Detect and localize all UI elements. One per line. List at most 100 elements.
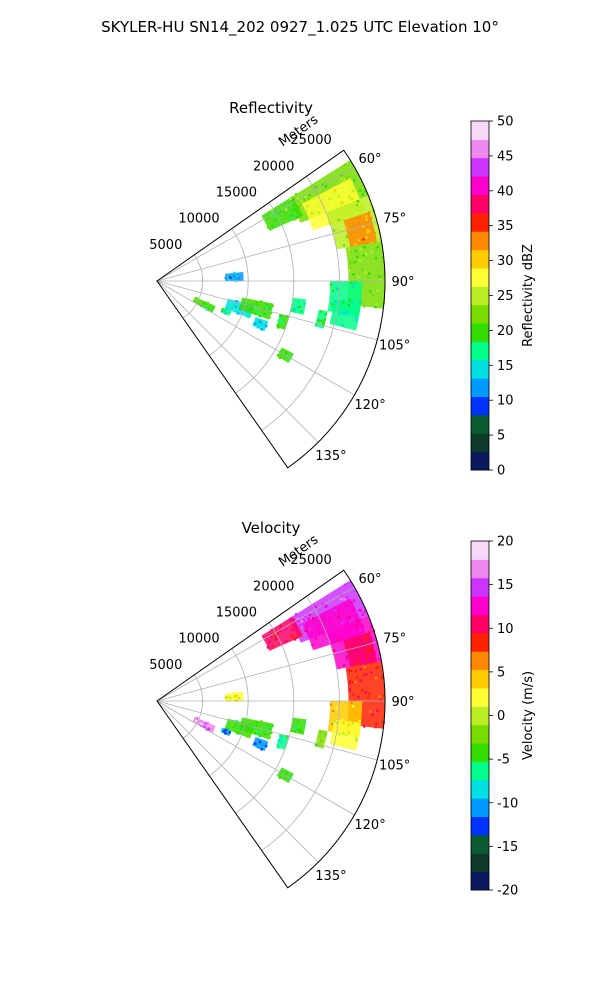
echo-speckle (239, 724, 242, 728)
echo-speckle (351, 705, 355, 708)
azimuth-spoke (156, 280, 355, 396)
echo-speckle (233, 694, 236, 698)
echo-speckle (274, 214, 277, 218)
echo-speckle (349, 621, 352, 624)
echo-speckle (278, 629, 282, 633)
echo-speckle (296, 197, 300, 201)
echo-speckle (337, 218, 340, 222)
echo-speckle (354, 249, 357, 253)
echo-speckle (265, 216, 269, 220)
echo-speckle (357, 659, 361, 662)
echo-speckle (312, 616, 315, 620)
radial-tick-label: 5000 (149, 658, 182, 673)
echo-speckle (290, 214, 294, 217)
echo-speckle (276, 632, 280, 635)
echo-speckle (295, 216, 299, 219)
echo-speckle (351, 189, 355, 193)
azimuth-tick-label: 75° (383, 211, 406, 226)
echo-speckle (265, 307, 269, 310)
echo-speckle (294, 192, 298, 196)
echo-speckle (263, 312, 266, 315)
echo-speckle (362, 674, 365, 677)
echo-speckle (339, 177, 343, 181)
echo-speckle (256, 310, 260, 314)
echo-speckle (366, 696, 370, 700)
echo-speckle (322, 741, 325, 745)
echo-speckle (343, 163, 347, 166)
colorbar-segment (471, 212, 489, 232)
echo-speckle (246, 735, 250, 738)
colorbar-segment (471, 157, 489, 177)
echo-speckle (226, 307, 230, 310)
echo-speckle (356, 255, 359, 259)
echo-speckle (319, 319, 322, 322)
echo-speckle (302, 618, 305, 622)
echo-speckle (331, 306, 334, 309)
echo-speckle (361, 225, 365, 228)
echo-speckle (319, 739, 322, 742)
colorbar-segment (471, 304, 489, 324)
colorbar-segment (471, 614, 489, 634)
colorbar-segment (471, 286, 489, 306)
echo-speckle (363, 665, 366, 669)
echo-speckle (263, 732, 266, 735)
echo-speckle (293, 730, 296, 733)
echo-speckle (235, 274, 238, 278)
echo-speckle (361, 624, 364, 627)
echo-speckle (285, 208, 288, 211)
echo-speckle (296, 199, 299, 203)
echo-speckle (289, 197, 292, 201)
echo-speckle (264, 324, 268, 328)
echo-speckle (293, 638, 297, 641)
echo-speckle (224, 308, 228, 312)
echo-cell (261, 196, 303, 231)
echo-speckle (351, 681, 354, 684)
colorbar-segment (471, 231, 489, 251)
echo-speckle (314, 185, 318, 189)
echo-speckle (317, 631, 321, 634)
echo-speckle (229, 696, 232, 699)
echo-speckle (339, 597, 343, 601)
colorbar-label: Velocity (m/s) (521, 671, 536, 760)
echo-speckle (285, 628, 288, 631)
echo-speckle (376, 289, 379, 292)
radial-tick-label: 5000 (149, 238, 182, 253)
colorbar-segment (471, 596, 489, 615)
echo-speckle (268, 640, 271, 644)
echo-speckle (226, 276, 229, 279)
echo-speckle (358, 608, 361, 612)
echo-speckle (331, 302, 334, 306)
echo-speckle (344, 617, 348, 621)
echo-speckle (341, 721, 345, 724)
echo-speckle (369, 290, 372, 293)
echo-speckle (233, 725, 236, 728)
sector-frame (156, 149, 386, 469)
echo-speckle (199, 304, 203, 308)
echo-speckle (307, 197, 310, 201)
echo-speckle (358, 719, 361, 723)
colorbar-tick-label: 15 (497, 359, 514, 374)
echo-speckle (369, 636, 373, 640)
colorbar-segment (471, 724, 489, 744)
echo-speckle (375, 247, 378, 250)
echo-speckle (311, 224, 314, 227)
echo-speckle (369, 625, 373, 628)
echo-speckle (369, 216, 373, 220)
echo-speckle (195, 719, 198, 723)
echo-speckle (256, 326, 260, 329)
echo-speckle (277, 319, 280, 323)
echo-speckle (370, 671, 373, 674)
echo-field (192, 160, 386, 364)
echo-speckle (278, 738, 282, 741)
echo-speckle (375, 722, 378, 726)
colorbar-tick-label: 45 (497, 149, 514, 164)
echo-speckle (365, 673, 368, 676)
echo-speckle (200, 300, 203, 303)
echo-speckle (258, 314, 262, 318)
echo-speckle (361, 268, 364, 272)
echo-speckle (304, 629, 307, 633)
echo-speckle (359, 668, 362, 671)
echo-speckle (306, 625, 309, 628)
colorbar-tick-label: 0 (497, 709, 505, 724)
colorbar-segment (471, 798, 489, 818)
